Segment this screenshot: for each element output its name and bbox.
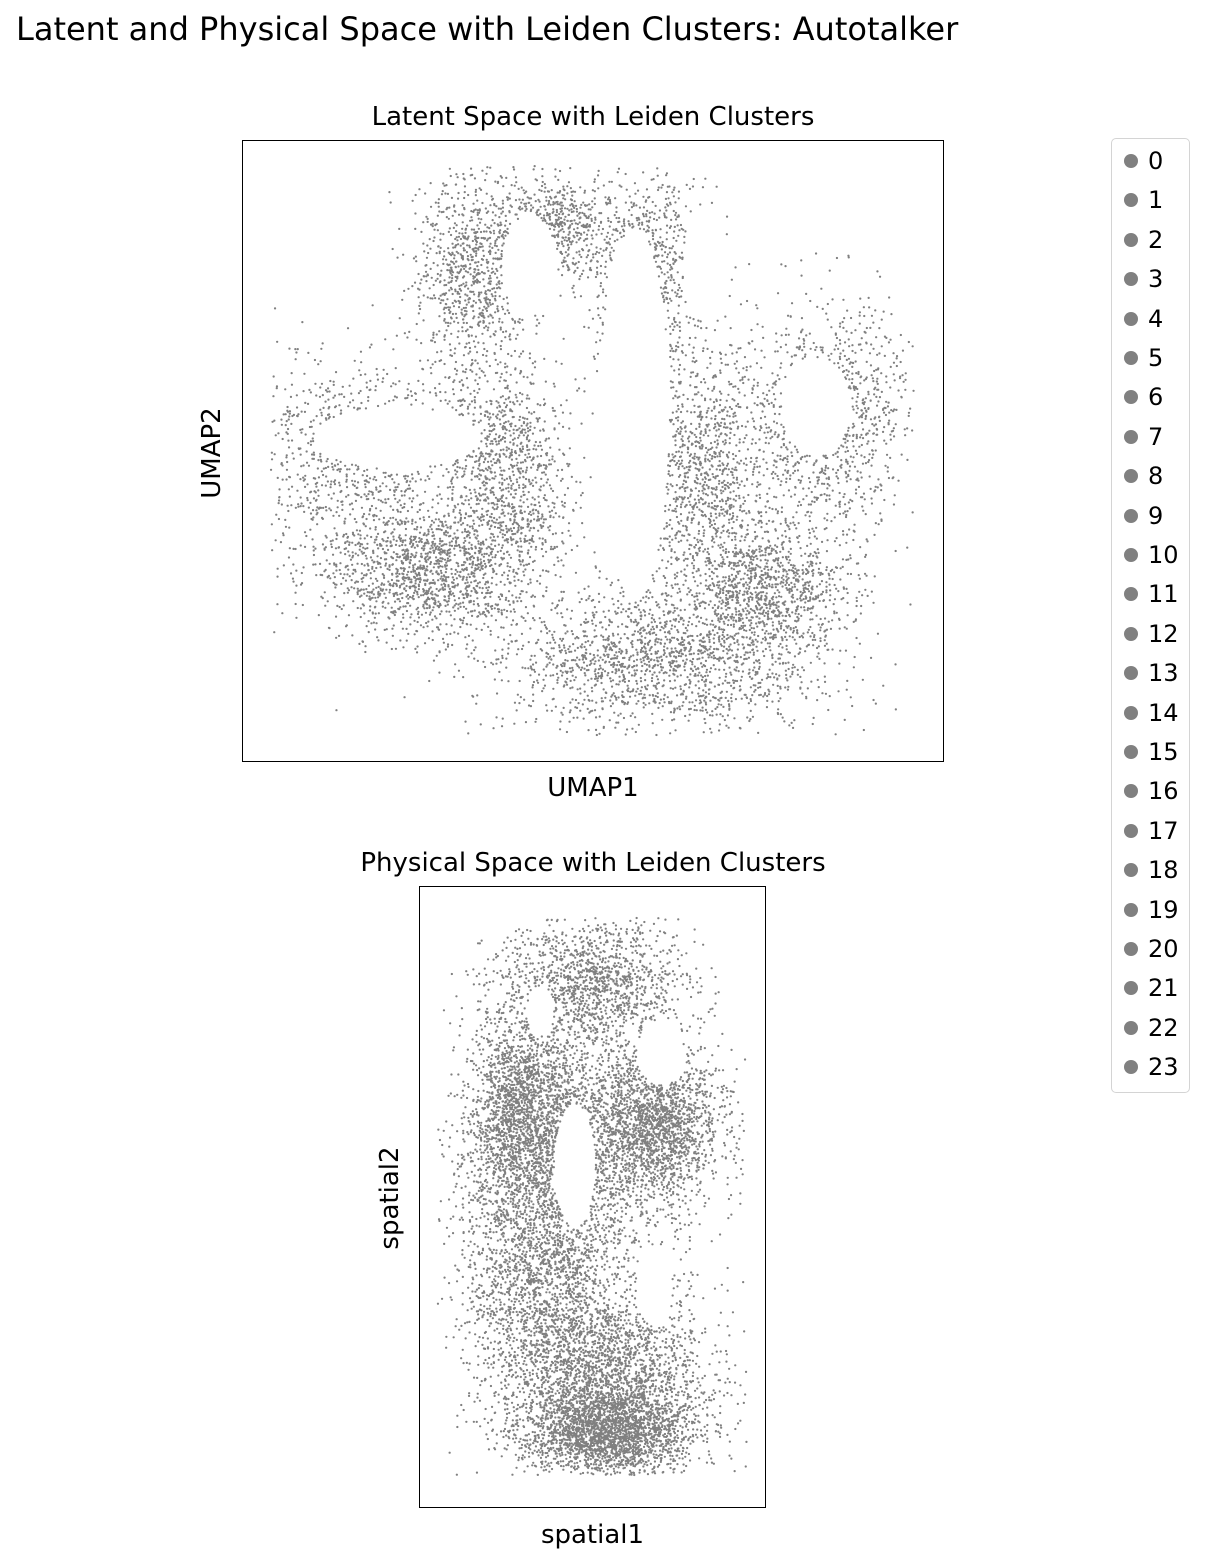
legend-marker-dot: [1124, 351, 1138, 365]
legend-label: 17: [1148, 816, 1179, 845]
legend-marker-dot: [1124, 232, 1138, 247]
legend-marker-dot: [1124, 705, 1138, 720]
legend-marker-dot: [1124, 587, 1138, 602]
legend-marker-dot: [1124, 429, 1138, 444]
scatter-points: [436, 916, 748, 1477]
legend-marker-dot: [1124, 1020, 1138, 1035]
legend-label: 8: [1148, 462, 1164, 491]
legend-marker-dot: [1124, 902, 1138, 917]
legend-label: 12: [1148, 619, 1179, 648]
legend-item: 16: [1112, 776, 1179, 806]
legend-label: 5: [1148, 344, 1164, 372]
legend-label: 0: [1148, 147, 1164, 175]
legend-marker-dot: [1124, 1060, 1138, 1075]
legend-item: 6: [1112, 382, 1163, 412]
legend-marker-dot: [1124, 193, 1138, 208]
legend-label: 6: [1148, 383, 1164, 412]
physical-scatter: [436, 916, 748, 1477]
latent-scatter: [269, 165, 915, 737]
legend-marker-dot: [1124, 311, 1138, 326]
legend-marker-dot: [1124, 823, 1138, 838]
legend-label: 7: [1148, 422, 1164, 451]
legend-marker-dot: [1124, 469, 1138, 484]
legend-item: 11: [1112, 579, 1179, 609]
legend-label: 21: [1148, 974, 1179, 1003]
legend-label: 18: [1148, 856, 1179, 885]
legend-label: 13: [1148, 659, 1179, 688]
legend-item: 21: [1112, 973, 1179, 1003]
legend-item: 14: [1112, 698, 1179, 728]
physical-ylabel: spatial2: [375, 1146, 405, 1250]
legend-item: 2: [1112, 225, 1163, 255]
legend-marker-dot: [1124, 942, 1138, 956]
legend-label: 2: [1148, 225, 1164, 254]
legend-item: 1: [1112, 185, 1163, 215]
legend-label: 4: [1148, 304, 1164, 333]
legend-label: 19: [1148, 895, 1179, 924]
legend-marker-dot: [1124, 784, 1138, 799]
legend-label: 16: [1148, 777, 1179, 806]
legend-label: 23: [1148, 1053, 1179, 1082]
legend-marker-dot: [1124, 745, 1138, 759]
legend-label: 1: [1148, 186, 1164, 215]
legend-item: 3: [1112, 264, 1163, 294]
scatter-point-cloud: [269, 165, 915, 737]
figure-title: Latent and Physical Space with Leiden Cl…: [16, 10, 959, 48]
legend-item: 0: [1112, 146, 1163, 176]
legend-label: 14: [1148, 698, 1179, 727]
legend-item: 17: [1112, 816, 1179, 846]
legend-marker-dot: [1124, 981, 1138, 996]
legend-label: 11: [1148, 580, 1179, 609]
legend-item: 18: [1112, 855, 1179, 885]
legend: 0 1 2 3 4 5 6 7 8 9 10 11 12 13 14 15 16 17 18 19 20 21 22 23: [1111, 138, 1190, 1093]
latent-panel-title: Latent Space with Leiden Clusters: [371, 102, 815, 132]
legend-marker-dot: [1124, 272, 1138, 287]
legend-marker-dot: [1124, 508, 1138, 523]
legend-marker-dot: [1124, 863, 1138, 878]
legend-item: 4: [1112, 304, 1163, 334]
physical-panel-title: Physical Space with Leiden Clusters: [360, 848, 826, 878]
legend-item: 7: [1112, 422, 1163, 452]
legend-item: 5: [1112, 343, 1163, 373]
legend-label: 10: [1148, 541, 1179, 569]
physical-xlabel: spatial1: [540, 1520, 645, 1550]
legend-item: 19: [1112, 895, 1179, 925]
legend-item: 20: [1112, 934, 1179, 964]
legend-label: 3: [1148, 265, 1164, 294]
legend-item: 22: [1112, 1013, 1179, 1043]
scatter-points: [269, 165, 915, 737]
physical-plot-area: [419, 886, 766, 1508]
legend-item: 12: [1112, 619, 1179, 649]
legend-item: 13: [1112, 658, 1179, 688]
legend-item: 8: [1112, 461, 1163, 491]
scatter-point-cloud: [436, 916, 748, 1477]
legend-item: 10: [1112, 540, 1179, 570]
legend-marker-dot: [1124, 154, 1138, 168]
legend-label: 22: [1148, 1013, 1179, 1042]
latent-plot-area: [242, 140, 944, 762]
legend-item: 9: [1112, 501, 1163, 531]
latent-xlabel: UMAP1: [547, 773, 639, 803]
legend-label: 15: [1148, 738, 1179, 766]
legend-marker-dot: [1124, 626, 1138, 641]
legend-item: 23: [1112, 1052, 1179, 1082]
legend-marker-dot: [1124, 548, 1138, 562]
latent-ylabel: UMAP2: [197, 407, 227, 499]
legend-label: 9: [1148, 501, 1164, 530]
legend-item: 15: [1112, 737, 1179, 767]
legend-marker-dot: [1124, 390, 1138, 405]
legend-marker-dot: [1124, 666, 1138, 681]
legend-label: 20: [1148, 935, 1179, 963]
